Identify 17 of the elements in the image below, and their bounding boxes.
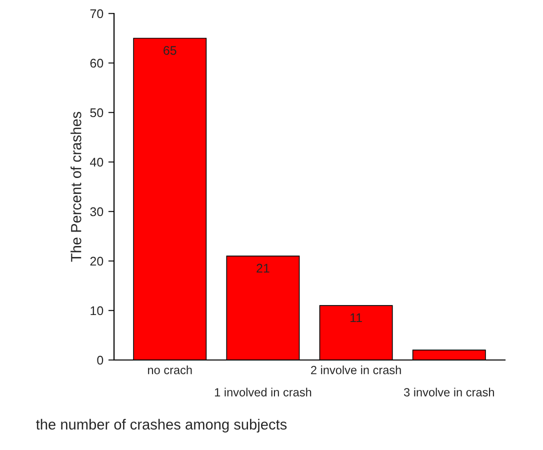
y-tick-label: 30 — [90, 207, 104, 216]
x-tick-label: no crach — [148, 366, 192, 374]
y-tick-label: 50 — [90, 108, 104, 118]
x-tick-label: 1 involved in crash — [214, 388, 312, 396]
x-axis-title: the number of crashes among subjects — [36, 418, 287, 432]
data-label: 21 — [256, 264, 270, 273]
y-tick-label: 0 — [97, 356, 104, 365]
x-tick-label: 2 involve in crash — [311, 366, 401, 374]
x-tick-label: 3 involve in crash — [404, 388, 494, 396]
y-tick-label: 10 — [90, 306, 104, 316]
y-tick-label: 60 — [90, 58, 104, 68]
y-tick-label: 70 — [90, 9, 104, 18]
data-label: 11 — [350, 313, 362, 322]
data-label: 65 — [164, 46, 176, 55]
y-axis-title: The Percent of crashes — [70, 112, 82, 262]
y-tick-label: 40 — [90, 158, 104, 167]
y-tick-label: 20 — [90, 256, 104, 266]
